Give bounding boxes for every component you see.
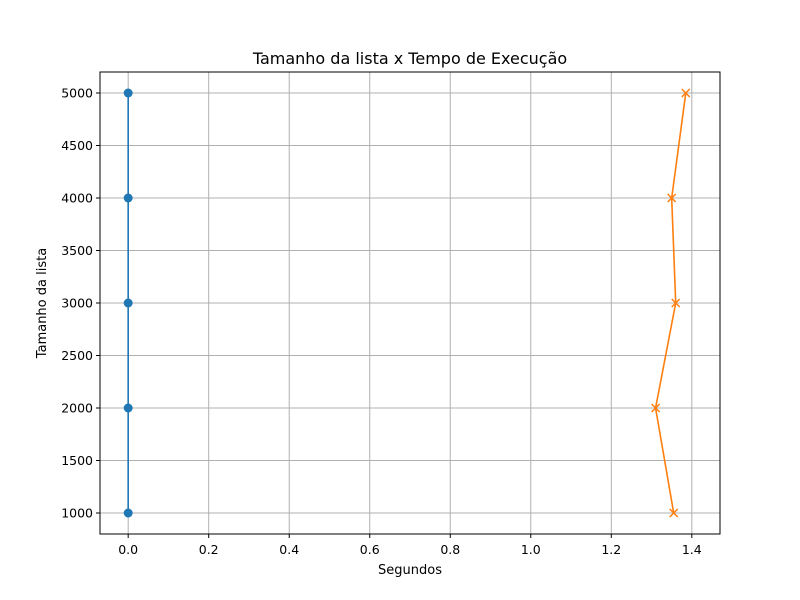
x-tick-label: 0.6 xyxy=(360,542,380,557)
x-tick-label: 0.4 xyxy=(279,542,299,557)
y-tick-label: 3000 xyxy=(61,296,93,311)
data-point xyxy=(669,508,679,518)
x-tick-label: 0.8 xyxy=(440,542,460,557)
series-layer xyxy=(123,88,691,518)
data-point xyxy=(123,508,133,518)
data-point xyxy=(123,193,133,203)
chart-title: Tamanho da lista x Tempo de Execução xyxy=(252,49,567,68)
y-axis-label: Tamanho da lista xyxy=(35,248,50,359)
y-tick-label: 3500 xyxy=(61,243,93,258)
grid-layer xyxy=(100,72,720,534)
series-2 xyxy=(651,88,691,518)
data-point xyxy=(123,298,133,308)
x-tick-label: 0.2 xyxy=(199,542,219,557)
y-tick-label: 2000 xyxy=(61,401,93,416)
y-tick-label: 1500 xyxy=(61,453,93,468)
data-point xyxy=(667,193,677,203)
y-tick-label: 2500 xyxy=(61,348,93,363)
x-tick-label: 1.0 xyxy=(521,542,541,557)
data-point xyxy=(123,403,133,413)
ticks-layer: 0.0 0.2 0.4 0.6 0.8 1.0 1.2 1.4 1000 1500 2000 2500… xyxy=(61,86,702,558)
x-tick-label: 1.2 xyxy=(601,542,621,557)
data-point xyxy=(671,298,681,308)
data-point xyxy=(681,88,691,98)
y-tick-label: 1000 xyxy=(61,506,93,521)
y-tick-label: 5000 xyxy=(61,86,93,101)
data-point xyxy=(123,88,133,98)
x-axis-label: Segundos xyxy=(378,563,442,578)
x-tick-label: 1.4 xyxy=(682,542,702,557)
y-tick-label: 4000 xyxy=(61,191,93,206)
series-1 xyxy=(123,88,133,518)
data-point xyxy=(651,403,661,413)
x-tick-label: 0.0 xyxy=(118,542,138,557)
y-tick-label: 4500 xyxy=(61,138,93,153)
